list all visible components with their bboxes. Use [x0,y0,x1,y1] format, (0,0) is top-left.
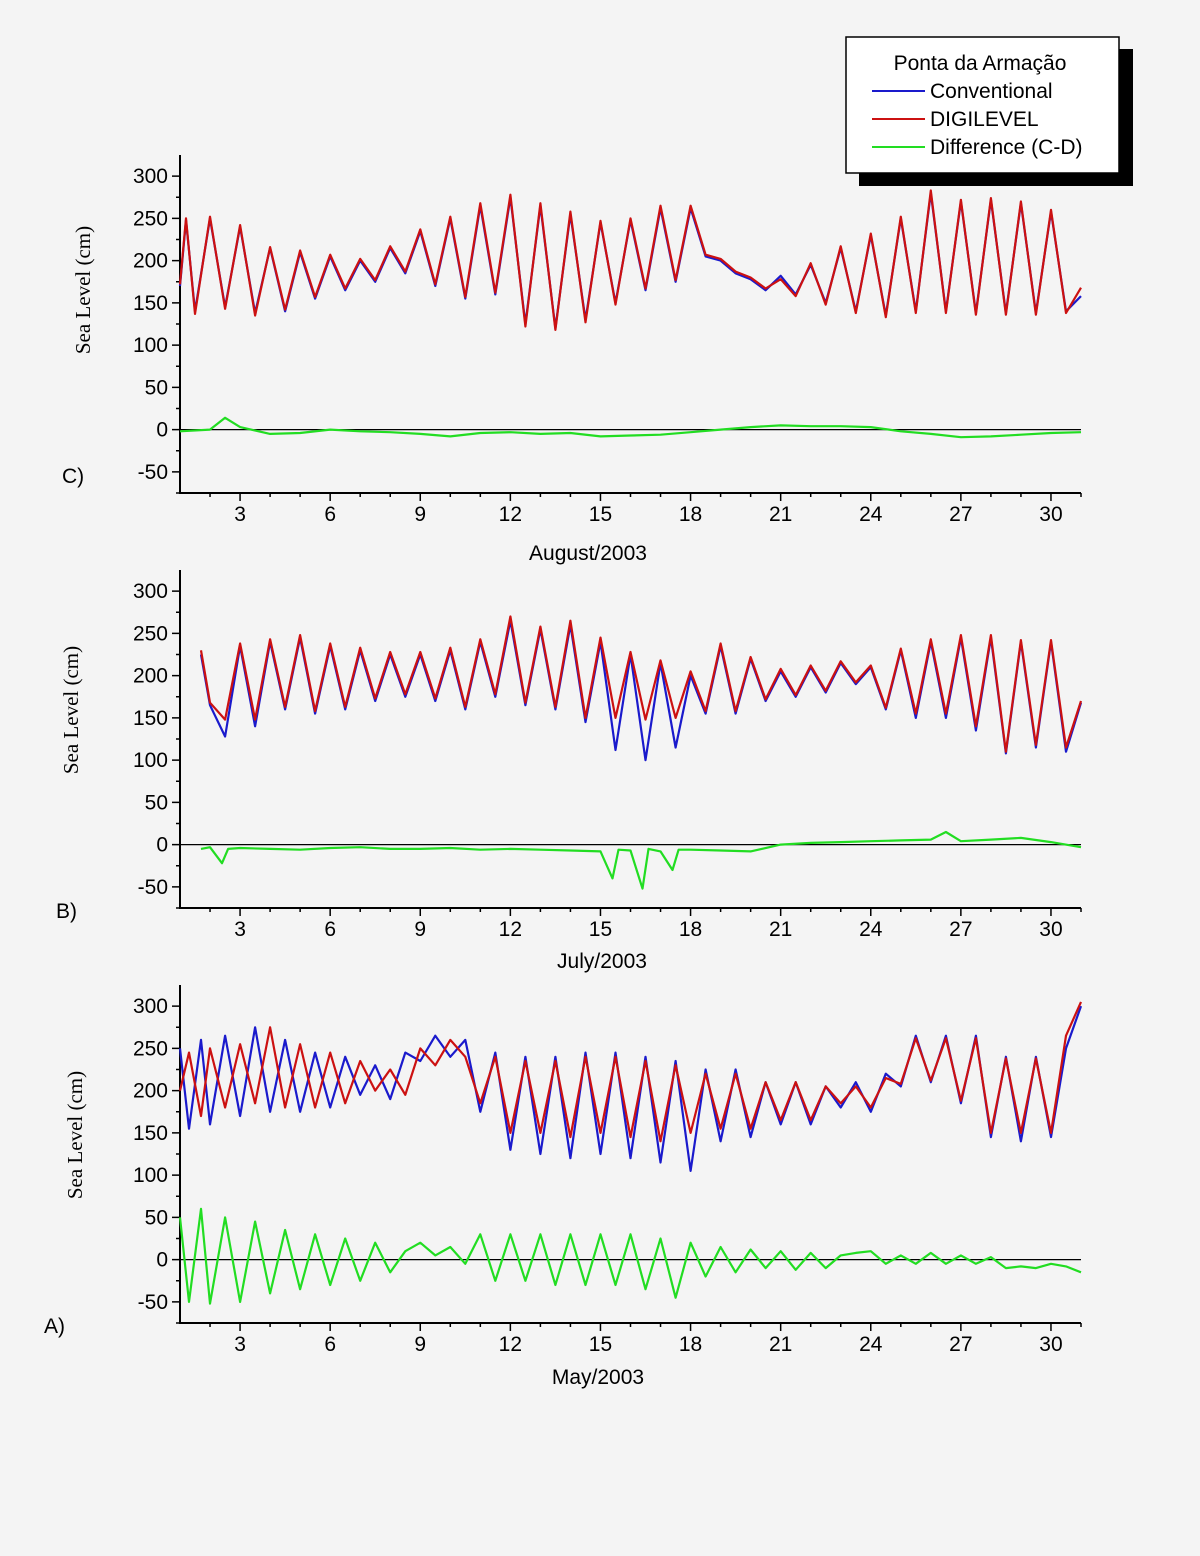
series-line-difference-c-d [179,416,1082,439]
x-tick-label: 9 [414,918,426,941]
legend-entry-difference: Difference (C-D) [930,136,1082,159]
x-tick-label: 15 [589,918,612,941]
x-tick-label: 3 [234,503,246,526]
x-tick-label: 18 [679,918,702,941]
axes [179,570,1081,909]
y-tick-label: 200 [133,1080,168,1103]
x-tick-label: 18 [679,1333,702,1356]
y-tick-label: 0 [156,419,168,442]
x-tick-label: 27 [949,503,972,526]
y-tick-label: 250 [133,1037,168,1060]
legend-box [845,36,1120,174]
x-tick-label: 6 [324,503,336,526]
x-tick-label: 21 [769,1333,792,1356]
chart-panel-0: -50 0 50 100 150 200 250 300 3 6 9 12 15 18 21 24 27 30 Se… [62,155,1082,565]
legend: Ponta da Armação Conventional DIGILEVEL … [845,36,1133,186]
panel-label: A) [44,1315,65,1338]
x-tick-label: 3 [234,918,246,941]
series-line-difference-c-d [178,1207,1082,1305]
y-tick-label: 100 [133,334,168,357]
y-tick-label: 100 [133,749,168,772]
series-line-digilevel [178,189,1082,331]
x-tick-label: 30 [1039,1333,1062,1356]
x-tick-label: 3 [234,1333,246,1356]
legend-title: Ponta da Armação [894,52,1067,75]
y-tick-label: -50 [138,461,168,484]
x-axis-label: July/2003 [557,950,647,973]
y-tick-label: 300 [133,995,168,1018]
y-tick-label: 300 [133,165,168,188]
y-axis-label: Sea Level (cm) [71,226,95,354]
y-tick-label: 200 [133,665,168,688]
x-tick-label: 12 [499,918,522,941]
panel-label: B) [56,900,77,923]
y-tick-label: 300 [133,580,168,603]
chart-panel-1: -50 0 50 100 150 200 250 300 3 6 9 12 15 18 21 24 27 30 Se… [56,570,1083,973]
y-axis-label: Sea Level (cm) [63,1071,87,1199]
y-tick-label: 0 [156,1249,168,1272]
y-tick-label: 100 [133,1164,168,1187]
x-tick-label: 24 [859,1333,883,1356]
x-tick-label: 30 [1039,503,1062,526]
series-line-digilevel [199,615,1083,753]
x-tick-label: 30 [1039,918,1062,941]
y-tick-label: 50 [145,376,168,399]
y-tick-label: 150 [133,707,168,730]
x-tick-label: 6 [324,918,336,941]
y-tick-label: 200 [133,250,168,273]
series-line-conventional [199,619,1083,762]
y-axis-label: Sea Level (cm) [59,646,83,774]
series-line-difference-c-d [200,830,1082,890]
x-tick-label: 18 [679,503,702,526]
x-tick-label: 15 [589,503,612,526]
panel-label: C) [62,465,84,488]
x-tick-label: 15 [589,1333,612,1356]
legend-entry-conventional: Conventional [930,80,1053,103]
x-tick-label: 24 [859,918,883,941]
chart-panel-2: -50 0 50 100 150 200 250 300 3 6 9 12 15 18 21 24 27 30 Se… [44,985,1083,1389]
axes [179,155,1081,494]
x-tick-label: 27 [949,918,972,941]
y-tick-label: 150 [133,1122,168,1145]
y-tick-label: 50 [145,791,168,814]
x-tick-label: 24 [859,503,883,526]
x-tick-label: 27 [949,1333,972,1356]
y-tick-label: 150 [133,292,168,315]
y-tick-label: 250 [133,207,168,230]
x-tick-label: 6 [324,1333,336,1356]
legend-entry-digilevel: DIGILEVEL [930,108,1039,131]
y-tick-label: -50 [138,1291,168,1314]
series-line-conventional [178,1005,1083,1172]
y-tick-label: 250 [133,622,168,645]
y-tick-label: 50 [145,1206,168,1229]
x-tick-label: 12 [499,1333,522,1356]
x-tick-label: 12 [499,503,522,526]
x-tick-label: 21 [769,503,792,526]
y-tick-label: -50 [138,876,168,899]
series-line-digilevel [178,1001,1083,1143]
x-axis-label: August/2003 [529,542,647,565]
x-axis-label: May/2003 [552,1366,644,1389]
x-tick-label: 9 [414,503,426,526]
x-tick-label: 9 [414,1333,426,1356]
y-tick-label: 0 [156,834,168,857]
x-tick-label: 21 [769,918,792,941]
